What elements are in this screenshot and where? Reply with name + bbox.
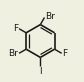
Text: F: F (62, 49, 68, 58)
Text: F: F (13, 24, 18, 33)
Text: I: I (39, 67, 42, 76)
Text: Br: Br (45, 12, 55, 21)
Text: Br: Br (8, 49, 18, 58)
